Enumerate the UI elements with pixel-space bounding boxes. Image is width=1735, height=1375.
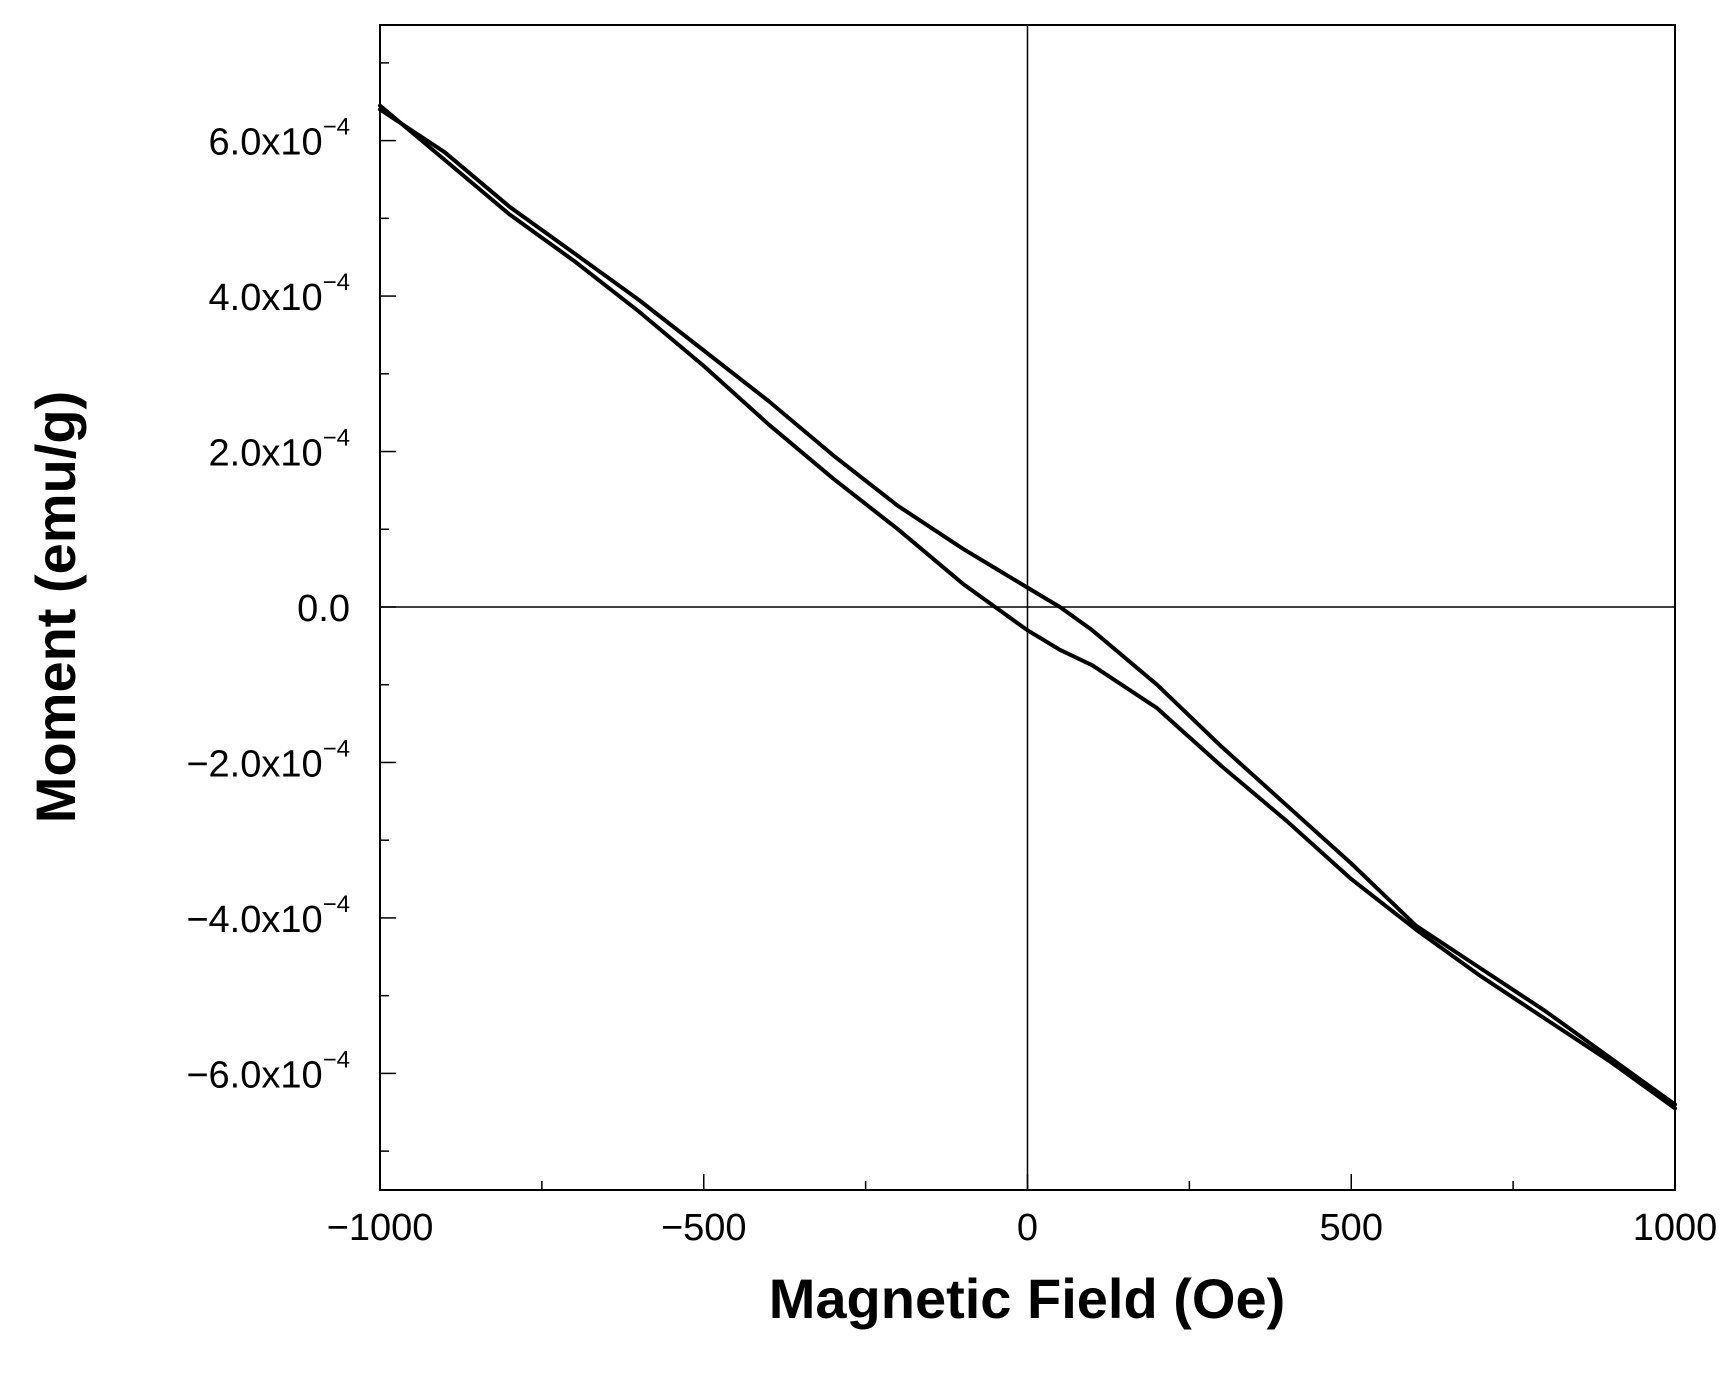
- y-tick-label: 6.0x10−4: [209, 114, 350, 164]
- y-tick-label: 4.0x10−4: [209, 269, 350, 319]
- y-tick-label: −6.0x10−4: [186, 1046, 350, 1096]
- y-tick-label: −4.0x10−4: [186, 891, 350, 941]
- data-series: [378, 103, 1677, 1111]
- x-tick-labels: −1000 −500 0 500 1000: [327, 1207, 1718, 1249]
- x-tick-label: −1000: [327, 1207, 434, 1249]
- x-axis-title: Magnetic Field (Oe): [769, 1267, 1286, 1330]
- y-tick-label: −2.0x10−4: [186, 735, 350, 785]
- axis-ticks: [379, 62, 1676, 1190]
- series-line-2: [378, 103, 1677, 1111]
- x-tick-label: 0: [1017, 1207, 1038, 1249]
- y-axis-title: Moment (emu/g): [24, 391, 87, 823]
- zero-lines: [380, 25, 1675, 1190]
- y-tick-label: 0.0: [297, 588, 350, 630]
- x-tick-label: 1000: [1633, 1207, 1718, 1249]
- x-tick-label: −500: [661, 1207, 747, 1249]
- y-tick-label: 2.0x10−4: [209, 425, 350, 475]
- series-line-1: [378, 107, 1677, 1107]
- y-tick-labels: 6.0x10−4 4.0x10−4 2.0x10−4 0.0 −2.0x10−4 −4.0…: [186, 114, 350, 1097]
- x-tick-label: 500: [1320, 1207, 1383, 1249]
